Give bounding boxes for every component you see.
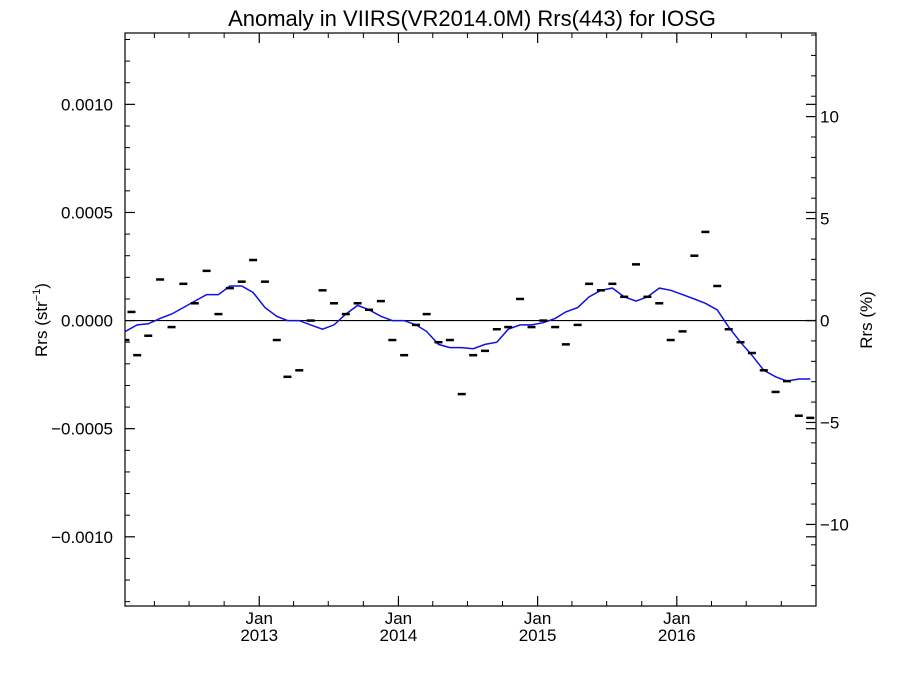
x-tick-year-label: 2015	[519, 626, 557, 645]
smoothed-anomaly-line	[125, 285, 811, 382]
y-tick-label: 0.0000	[61, 312, 113, 331]
x-tick-month-label: Jan	[524, 609, 551, 628]
x-tick-year-label: 2013	[240, 626, 278, 645]
y2-tick-label: −10	[820, 515, 849, 534]
y-axis-label-superscript: −1	[31, 289, 43, 302]
x-tick-month-label: Jan	[385, 609, 412, 628]
y-tick-label: 0.0010	[61, 95, 113, 114]
y-tick-label: −0.0010	[51, 528, 113, 547]
x-tick-year-label: 2016	[658, 626, 696, 645]
y-axis-label: Rrs (str−1)	[31, 283, 51, 357]
y-axis-label-text: Rrs (str	[32, 301, 51, 357]
y2-tick-label: 0	[820, 312, 829, 331]
y2-tick-label: 5	[820, 210, 829, 229]
monthly-anomaly-points	[125, 230, 815, 420]
x-tick-month-label: Jan	[663, 609, 690, 628]
x-tick-month-label: Jan	[246, 609, 273, 628]
y-axis-label-close: )	[32, 283, 51, 289]
axis-tick-labels: 0.0010 0.0005 0.0000 −0.0005 −0.0010 10 5 0 −5 −1…	[51, 95, 849, 645]
chart-title: Anomaly in VIIRS(VR2014.0M) Rrs(443) for…	[228, 6, 716, 31]
y-tick-label: 0.0005	[61, 203, 113, 222]
x-tick-year-label: 2014	[380, 626, 418, 645]
plot-frame	[124, 32, 817, 607]
y2-axis-label: Rrs (%)	[857, 291, 876, 349]
y2-tick-label: 10	[820, 108, 839, 127]
y2-tick-label: −5	[820, 413, 839, 432]
y-tick-label: −0.0005	[51, 420, 113, 439]
axis-ticks	[125, 33, 816, 607]
